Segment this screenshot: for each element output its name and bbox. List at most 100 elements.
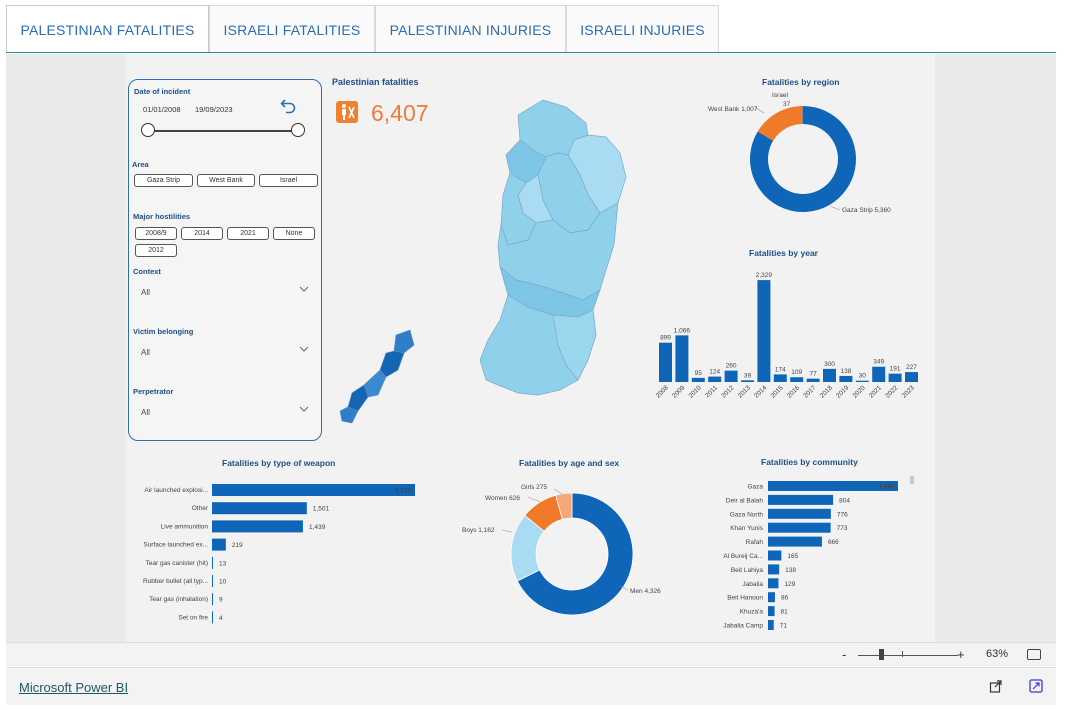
fit-to-page-icon[interactable] <box>1027 649 1041 660</box>
donut-slice-girls[interactable] <box>555 492 573 520</box>
victim-dropdown[interactable]: All <box>139 345 311 361</box>
year-bar-2011[interactable] <box>708 376 722 382</box>
weapon-bar-chart[interactable]: Air launched explosi... 3,212 Other 1,501 Li… <box>130 478 430 628</box>
victim-value: All <box>141 348 150 357</box>
year-bar-2017[interactable] <box>806 378 820 382</box>
area-chip-west-bank[interactable]: West Bank <box>197 174 255 187</box>
community-category-label: Rafah <box>746 539 764 546</box>
bar-value-label: 165 <box>787 553 798 560</box>
weapon-bar[interactable] <box>212 520 303 533</box>
region-donut-chart[interactable]: Gaza Strip 5,360 West Bank 1,007 Israel 37 <box>690 88 920 223</box>
year-bar-2018[interactable] <box>823 368 836 382</box>
community-bar[interactable] <box>768 481 898 491</box>
weapon-bar[interactable] <box>212 484 415 496</box>
hostilities-chip-2012[interactable]: 2012 <box>135 244 177 257</box>
community-category-label: Deir al Balah <box>726 497 764 504</box>
date-start[interactable]: 01/01/2008 <box>143 105 181 114</box>
year-bar-2012[interactable] <box>724 370 738 382</box>
community-bar[interactable] <box>768 564 780 575</box>
weapon-bar[interactable] <box>212 502 307 515</box>
label-leader <box>619 585 629 591</box>
year-bar-2016[interactable] <box>790 377 804 382</box>
weapon-bar[interactable] <box>212 575 213 587</box>
weapon-bar[interactable] <box>212 538 226 551</box>
donut-slice-west-bank[interactable] <box>757 106 802 141</box>
share-icon[interactable] <box>989 679 1003 693</box>
bar-value-label: 71 <box>780 623 788 630</box>
community-bar[interactable] <box>768 508 831 519</box>
chevron-down-icon <box>299 345 309 355</box>
gaza-strip-map <box>339 329 415 424</box>
reset-icon[interactable] <box>279 97 297 115</box>
bar-value-label: 1,605 <box>879 484 896 491</box>
weapon-bar[interactable] <box>212 593 213 606</box>
tab-israeli-injuries[interactable]: ISRAELI INJURIES <box>566 5 719 53</box>
year-bar-chart[interactable]: 89920081,0662009952010124201126020123920… <box>645 262 930 412</box>
year-bar-2022[interactable] <box>888 373 902 382</box>
community-bar[interactable] <box>768 592 775 603</box>
community-bar[interactable] <box>768 620 774 630</box>
hostilities-chip-2008-9[interactable]: 2008/9 <box>135 227 177 240</box>
date-slider-track[interactable] <box>147 130 299 132</box>
context-dropdown[interactable]: All <box>139 285 311 301</box>
weapon-category-label: Air launched explosi... <box>144 487 208 494</box>
year-bar-2014[interactable] <box>757 280 771 382</box>
hostilities-chip-none[interactable]: None <box>273 227 315 240</box>
year-bar-2019[interactable] <box>839 375 853 382</box>
map-visual[interactable] <box>338 95 638 430</box>
community-bar[interactable] <box>768 606 775 617</box>
community-bar-chart[interactable]: Gaza 1,605 Deir al Balah 804 Gaza North 776 Kh… <box>700 474 920 634</box>
scrollbar[interactable] <box>910 476 914 484</box>
year-bar-2013[interactable] <box>741 380 754 382</box>
community-bar[interactable] <box>768 578 779 589</box>
label-leader <box>755 107 765 114</box>
bar-value-label: 1,066 <box>674 327 691 334</box>
year-bar-2020[interactable] <box>855 380 869 382</box>
slice-label-west-bank: West Bank 1,007 <box>708 106 758 113</box>
year-bar-2021[interactable] <box>872 366 886 382</box>
x-tick-label: 2011 <box>704 384 719 399</box>
community-bar[interactable] <box>768 536 822 547</box>
bar-value-label: 10 <box>219 579 227 586</box>
date-filter-title: Date of incident <box>134 87 191 96</box>
year-bar-2010[interactable] <box>691 377 705 382</box>
donut-slice-israel[interactable] <box>801 106 803 125</box>
weapon-bar[interactable] <box>212 611 213 624</box>
date-end[interactable]: 19/09/2023 <box>195 105 233 114</box>
slice-label-girls: Girls 275 <box>521 484 547 491</box>
tab-palestinian-fatalities[interactable]: PALESTINIAN FATALITIES <box>6 5 209 53</box>
year-bar-2008[interactable] <box>659 342 672 382</box>
donut-slice-men[interactable] <box>516 492 634 616</box>
year-bar-2023[interactable] <box>905 372 918 382</box>
community-bar[interactable] <box>768 494 834 505</box>
community-bar[interactable] <box>768 522 831 533</box>
label-leader <box>501 529 513 533</box>
expand-icon[interactable] <box>1029 679 1043 693</box>
donut-slice-gaza-strip[interactable] <box>750 106 856 212</box>
x-tick-label: 2018 <box>819 384 834 399</box>
date-slider-end-handle[interactable] <box>291 123 305 137</box>
year-bar-2009[interactable] <box>675 335 689 382</box>
date-slider-start-handle[interactable] <box>141 123 155 137</box>
bar-value-label: 3,212 <box>395 488 412 495</box>
zoom-slider-track[interactable] <box>858 655 958 656</box>
zoom-in-button[interactable]: + <box>957 647 965 662</box>
tab-israeli-fatalities[interactable]: ISRAELI FATALITIES <box>209 5 375 53</box>
x-tick-label: 2010 <box>688 384 703 399</box>
hostilities-chip-2021[interactable]: 2021 <box>227 227 269 240</box>
weapon-bar[interactable] <box>212 556 213 569</box>
weapon-category-label: Other <box>192 505 209 512</box>
area-chip-israel[interactable]: Israel <box>259 174 318 187</box>
hostilities-chip-2014[interactable]: 2014 <box>181 227 223 240</box>
perpetrator-dropdown[interactable]: All <box>139 405 311 421</box>
bar-value-label: 227 <box>906 364 917 371</box>
tab-palestinian-injuries[interactable]: PALESTINIAN INJURIES <box>375 5 566 53</box>
zoom-out-button[interactable]: - <box>842 647 847 662</box>
powerbi-link[interactable]: Microsoft Power BI <box>19 680 129 695</box>
area-chip-gaza-strip[interactable]: Gaza Strip <box>134 174 193 187</box>
community-bar[interactable] <box>768 550 782 561</box>
zoom-slider-handle[interactable] <box>879 649 884 660</box>
label-leader <box>829 205 841 211</box>
year-bar-2015[interactable] <box>773 374 787 382</box>
